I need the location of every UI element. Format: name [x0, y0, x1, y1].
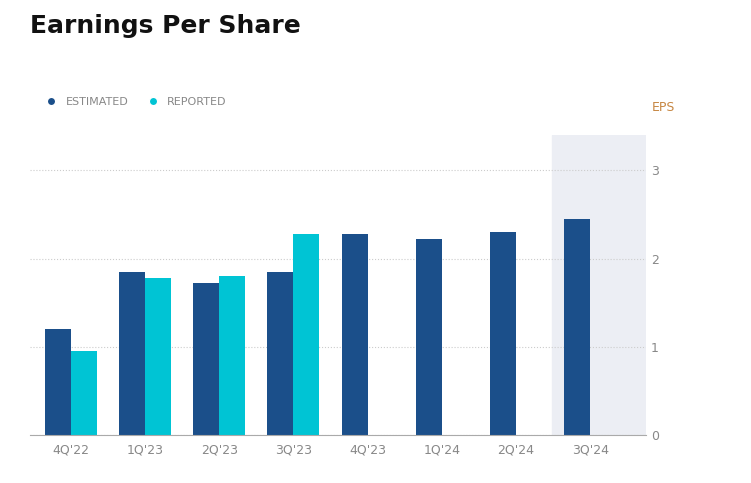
Bar	[490, 232, 516, 435]
Bar	[219, 276, 246, 435]
Bar	[564, 219, 590, 435]
Bar	[267, 272, 294, 435]
Bar	[71, 351, 97, 435]
Text: Earnings Per Share: Earnings Per Share	[30, 14, 301, 39]
Bar	[45, 329, 71, 435]
Bar	[193, 283, 219, 435]
Bar	[145, 278, 171, 435]
Bar	[119, 272, 145, 435]
Legend: ESTIMATED, REPORTED: ESTIMATED, REPORTED	[35, 93, 231, 112]
Bar	[552, 135, 646, 435]
Bar	[342, 234, 368, 435]
Bar	[294, 234, 319, 435]
Bar	[416, 239, 442, 435]
Text: EPS: EPS	[652, 101, 675, 114]
